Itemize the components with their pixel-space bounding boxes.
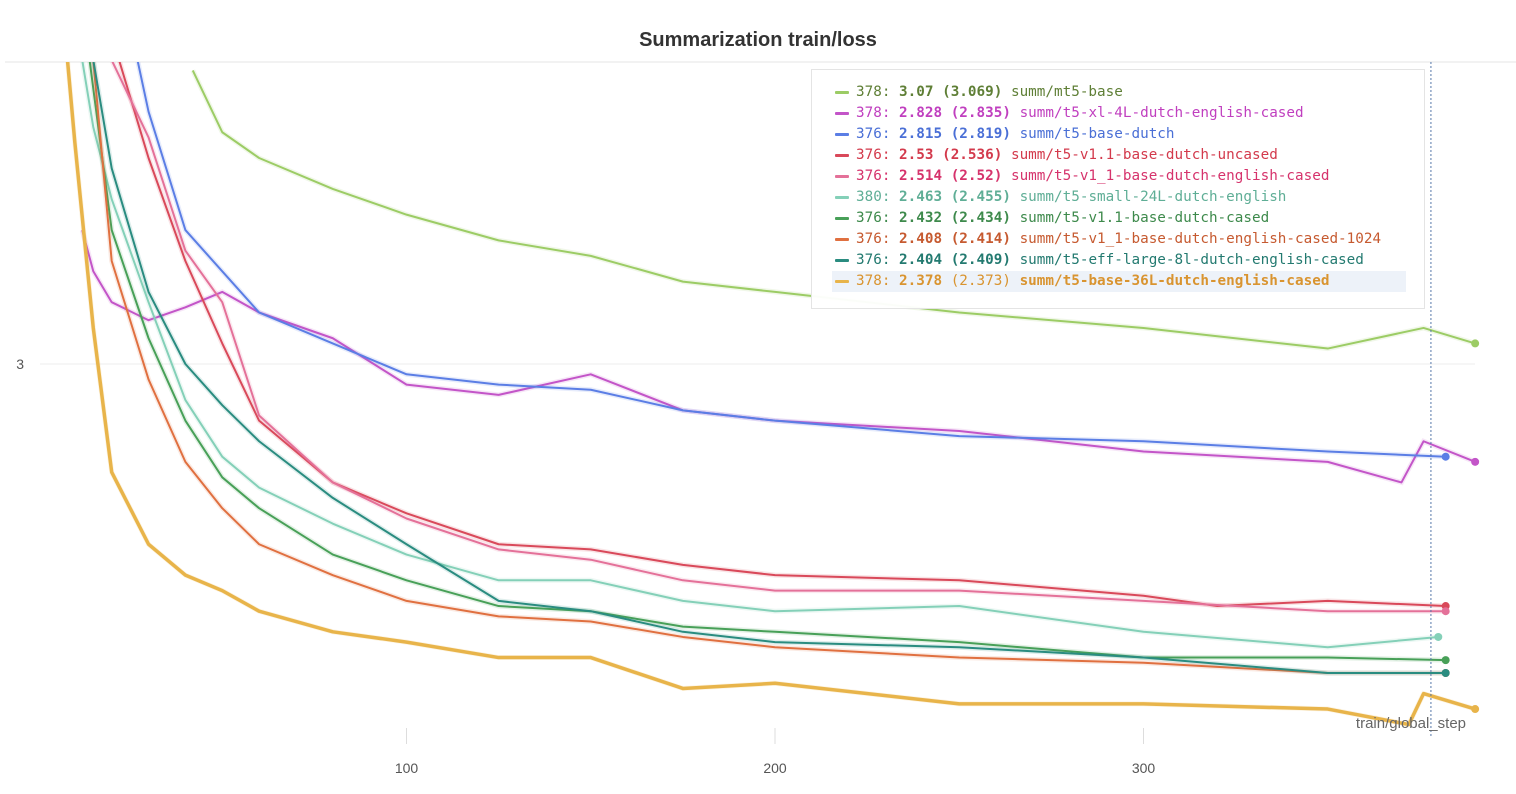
legend-item[interactable]: 376: 2.404 (2.409) summ/t5-eff-large-8l-… [832,250,1406,271]
legend-item[interactable]: 376: 2.53 (2.536) summ/t5-v1.1-base-dutc… [832,145,1406,166]
x-tick-label: 300 [1132,760,1156,776]
legend-item[interactable]: 378: 3.07 (3.069) summ/mt5-base [832,82,1406,103]
legend-swatch [835,217,849,220]
legend-step: 376: [856,126,891,142]
legend-value: 2.408 [899,231,943,247]
legend-item[interactable]: 380: 2.463 (2.455) summ/t5-small-24L-dut… [832,187,1406,208]
legend-value: 2.514 [899,168,943,184]
legend-value: 2.828 [899,105,943,121]
series-line[interactable] [65,60,1476,727]
legend-smoothed: (2.819) [950,126,1011,142]
series-end-marker [1471,457,1480,466]
series-line[interactable] [118,60,1446,608]
x-tick-label: 100 [395,760,419,776]
legend-swatch [835,259,849,262]
legend-smoothed: (2.409) [950,252,1011,268]
legend-swatch [835,196,849,199]
legend-step: 376: [856,231,891,247]
series-line[interactable] [136,60,1446,458]
legend-name: summ/mt5-base [1010,84,1123,100]
series-line[interactable] [92,60,1446,674]
legend-name: summ/t5-base-dutch [1019,126,1175,142]
legend-smoothed: (2.455) [950,189,1011,205]
legend-smoothed: (2.373) [950,273,1011,289]
legend-value: 2.378 [899,273,943,289]
legend-swatch [835,91,849,94]
legend-step: 380: [856,189,891,205]
legend-name: summ/t5-v1.1-base-dutch-cased [1019,210,1270,226]
series-end-marker [1441,656,1450,665]
series-end-marker [1471,705,1480,714]
legend-smoothed: (2.536) [942,147,1003,163]
legend-name: summ/t5-base-36L-dutch-english-cased [1019,273,1330,289]
legend-item[interactable]: 378: 2.828 (2.835) summ/t5-xl-4L-dutch-e… [832,103,1406,124]
series-line[interactable] [111,60,1446,613]
legend-item[interactable]: 376: 2.432 (2.434) summ/t5-v1.1-base-dut… [832,208,1406,229]
legend-smoothed: (2.52) [950,168,1003,184]
legend-step: 376: [856,168,891,184]
series-line[interactable] [92,60,1446,674]
legend-step: 378: [856,105,891,121]
series-line[interactable] [191,70,1476,350]
legend-swatch [835,133,849,136]
legend-name: summ/t5-v1.1-base-dutch-uncased [1010,147,1278,163]
series-line[interactable] [88,60,1446,662]
legend-value: 2.404 [899,252,943,268]
legend-value: 2.463 [899,189,943,205]
legend-smoothed: (3.069) [942,84,1003,100]
x-axis-label: train/global_step [1356,715,1466,732]
legend-value: 2.53 [899,147,934,163]
x-tick-label: 200 [763,760,787,776]
series-end-marker [1471,339,1480,348]
legend-step: 376: [856,252,891,268]
legend-name: summ/t5-small-24L-dutch-english [1019,189,1287,205]
legend-name: summ/t5-xl-4L-dutch-english-cased [1019,105,1304,121]
legend-swatch [835,238,849,241]
legend-smoothed: (2.434) [950,210,1011,226]
legend-item[interactable]: 376: 2.514 (2.52) summ/t5-v1_1-base-dutc… [832,166,1406,187]
legend-swatch [835,154,849,157]
legend-step: 376: [856,147,891,163]
legend-value: 2.815 [899,126,943,142]
series-end-marker [1441,669,1450,677]
legend-value: 2.432 [899,210,943,226]
legend-value: 3.07 [899,84,934,100]
legend-item[interactable]: 376: 2.408 (2.414) summ/t5-v1_1-base-dut… [832,229,1406,250]
series-end-marker [1434,632,1443,641]
legend-name: summ/t5-eff-large-8l-dutch-english-cased [1019,252,1364,268]
legend-item[interactable]: 376: 2.815 (2.819) summ/t5-base-dutch [832,124,1406,145]
legend-step: 376: [856,210,891,226]
legend-swatch [835,175,849,178]
series-line[interactable] [81,229,1476,484]
legend-step: 378: [856,273,891,289]
series-end-marker [1441,452,1450,461]
legend-item[interactable]: 378: 2.378 (2.373) summ/t5-base-36L-dutc… [832,271,1406,292]
legend: 378: 3.07 (3.069) summ/mt5-base 378: 2.82… [811,69,1425,309]
y-tick-label: 3 [16,356,24,372]
legend-name: summ/t5-v1_1-base-dutch-english-cased-10… [1019,231,1382,247]
series-end-marker [1441,607,1450,616]
legend-step: 378: [856,84,891,100]
legend-swatch [835,112,849,115]
legend-swatch [835,280,849,283]
legend-smoothed: (2.835) [950,105,1011,121]
legend-name: summ/t5-v1_1-base-dutch-english-cased [1010,168,1330,184]
legend-smoothed: (2.414) [950,231,1011,247]
chart-title: Summarization train/loss [639,29,877,51]
series-line[interactable] [81,60,1439,649]
